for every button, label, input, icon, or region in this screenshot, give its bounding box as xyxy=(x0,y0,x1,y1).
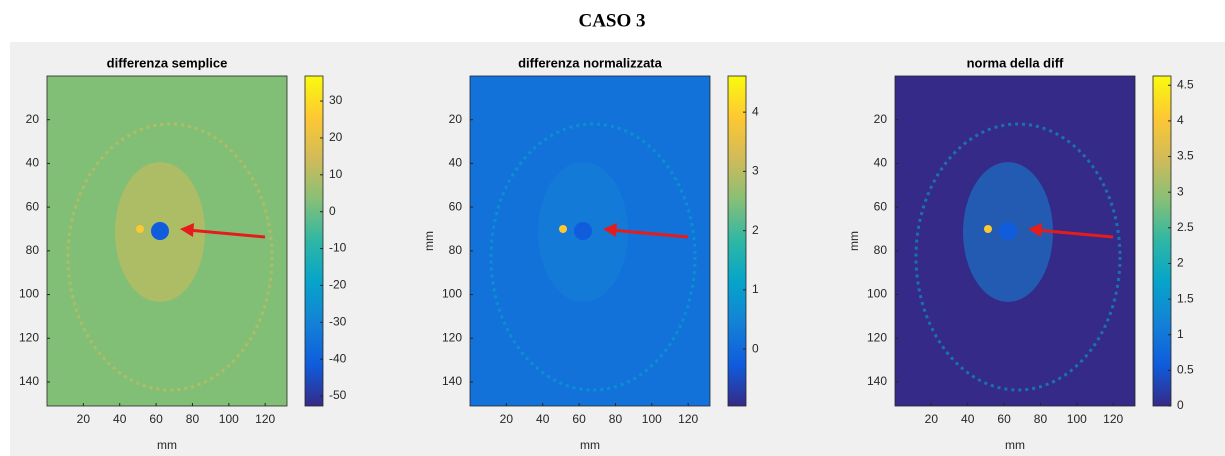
x-tick-label: 100 xyxy=(219,412,239,426)
x-tick-label: 60 xyxy=(572,412,586,426)
axes-title: differenza semplice xyxy=(107,55,228,70)
y-axis-label: mm xyxy=(422,231,436,251)
axes-box xyxy=(894,75,1136,407)
x-tick-label: 40 xyxy=(113,412,127,426)
image-ellipse xyxy=(489,122,697,392)
arrow xyxy=(1035,228,1114,239)
x-tick-label: 20 xyxy=(77,412,91,426)
axes-title: differenza normalizzata xyxy=(518,55,663,70)
y-tick-label: 120 xyxy=(442,330,462,344)
colorbar xyxy=(727,75,747,407)
colorbar-tick-label: 0 xyxy=(752,341,759,355)
colorbar-tick-label: 0 xyxy=(329,204,336,218)
y-tick-label: 140 xyxy=(442,374,462,388)
arrow xyxy=(187,228,266,239)
x-tick-label: 80 xyxy=(609,412,623,426)
y-tick-label: 140 xyxy=(19,374,39,388)
axes-box xyxy=(469,75,711,407)
colorbar-tick-label: 2 xyxy=(1177,256,1184,270)
colorbar-tick-label: 0 xyxy=(1177,398,1184,412)
x-tick-label: 80 xyxy=(186,412,200,426)
colorbar-tick-label: 10 xyxy=(329,167,343,181)
image-ellipse xyxy=(914,122,1122,392)
x-tick-label: 120 xyxy=(678,412,698,426)
x-axis-label: mm xyxy=(157,438,177,452)
colorbar-tick-label: 4 xyxy=(752,104,759,118)
colorbar-tick-label: 1.5 xyxy=(1177,291,1194,305)
image-blob xyxy=(574,222,592,240)
image-blob xyxy=(151,222,169,240)
x-tick-label: 20 xyxy=(925,412,939,426)
y-tick-label: 40 xyxy=(874,156,888,170)
colorbar-tick-label: 1 xyxy=(752,282,759,296)
arrow-head xyxy=(1028,223,1042,237)
arrow-head xyxy=(180,223,194,237)
x-tick-label: 100 xyxy=(642,412,662,426)
colorbar-tick-label: 0.5 xyxy=(1177,363,1194,377)
colorbar-tick-label: 2 xyxy=(752,223,759,237)
y-tick-label: 60 xyxy=(874,199,888,213)
colorbar-tick-label: -20 xyxy=(329,278,347,292)
colorbar-tick-label: 30 xyxy=(329,93,343,107)
axes-title: norma della diff xyxy=(967,55,1064,70)
y-tick-label: 100 xyxy=(19,287,39,301)
colorbar-tick-label: -50 xyxy=(329,388,347,402)
colorbar-tick-label: 4.5 xyxy=(1177,77,1194,91)
colorbar xyxy=(1152,75,1172,407)
x-tick-label: 100 xyxy=(1067,412,1087,426)
image-ellipse xyxy=(66,122,274,392)
image-hotspot xyxy=(136,225,144,233)
image-hotspot xyxy=(559,225,567,233)
colorbar-tick-label: 1 xyxy=(1177,327,1184,341)
x-tick-label: 120 xyxy=(1103,412,1123,426)
x-tick-label: 120 xyxy=(255,412,275,426)
y-tick-label: 80 xyxy=(449,243,463,257)
x-tick-label: 60 xyxy=(149,412,163,426)
y-tick-label: 20 xyxy=(449,112,463,126)
colorbar-tick-label: 3 xyxy=(1177,184,1184,198)
y-tick-label: 100 xyxy=(442,287,462,301)
y-tick-label: 20 xyxy=(874,112,888,126)
y-tick-label: 120 xyxy=(19,330,39,344)
x-tick-label: 60 xyxy=(997,412,1011,426)
colorbar-tick-label: 3.5 xyxy=(1177,149,1194,163)
y-tick-label: 80 xyxy=(26,243,40,257)
colorbar-tick-label: -30 xyxy=(329,314,347,328)
y-axis-label: mm xyxy=(847,231,861,251)
colorbar xyxy=(304,75,324,407)
axes-box xyxy=(46,75,288,407)
y-tick-label: 60 xyxy=(449,199,463,213)
y-tick-label: 100 xyxy=(867,287,887,301)
colorbar-tick-label: 3 xyxy=(752,164,759,178)
image-hotspot xyxy=(984,225,992,233)
colorbar-tick-label: -40 xyxy=(329,351,347,365)
x-axis-label: mm xyxy=(1005,438,1025,452)
y-tick-label: 40 xyxy=(449,156,463,170)
y-tick-label: 140 xyxy=(867,374,887,388)
y-tick-label: 60 xyxy=(26,199,40,213)
x-tick-label: 40 xyxy=(536,412,550,426)
y-tick-label: 80 xyxy=(874,243,888,257)
x-tick-label: 80 xyxy=(1034,412,1048,426)
x-tick-label: 20 xyxy=(500,412,514,426)
x-axis-label: mm xyxy=(580,438,600,452)
colorbar-tick-label: 2.5 xyxy=(1177,220,1194,234)
figure-title: CASO 3 xyxy=(578,10,645,31)
y-tick-label: 20 xyxy=(26,112,40,126)
colorbar-tick-label: 20 xyxy=(329,130,343,144)
y-tick-label: 120 xyxy=(867,330,887,344)
colorbar-tick-label: 4 xyxy=(1177,113,1184,127)
y-tick-label: 40 xyxy=(26,156,40,170)
colorbar-tick-label: -10 xyxy=(329,241,347,255)
arrow-head xyxy=(603,223,617,237)
image-blob xyxy=(999,222,1017,240)
arrow xyxy=(610,228,689,239)
x-tick-label: 40 xyxy=(961,412,975,426)
